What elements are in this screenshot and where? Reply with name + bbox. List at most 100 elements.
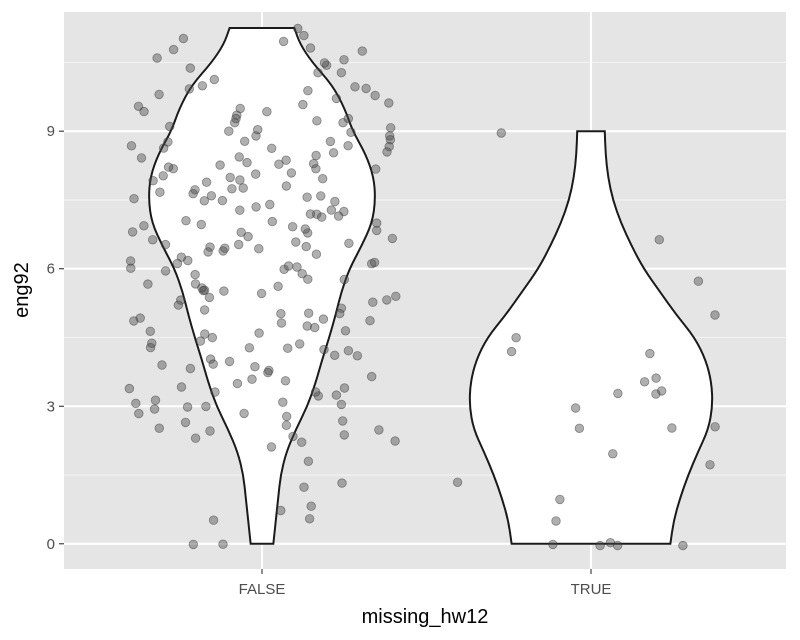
data-point: [209, 74, 220, 85]
data-point: [232, 378, 243, 389]
data-point: [135, 313, 145, 323]
data-point: [350, 82, 360, 92]
data-point: [372, 225, 382, 236]
data-point: [574, 423, 585, 434]
violin-false: [148, 27, 376, 545]
violins: [148, 27, 714, 545]
data-point: [172, 258, 183, 269]
data-point: [305, 43, 316, 53]
data-point: [605, 538, 616, 548]
data-point: [336, 399, 347, 410]
data-point: [244, 343, 255, 353]
data-point: [316, 191, 326, 201]
data-point: [330, 196, 340, 207]
data-point: [199, 305, 210, 315]
data-point: [283, 261, 294, 271]
jitter-points: [124, 23, 720, 551]
data-point: [205, 242, 215, 252]
data-point: [384, 98, 394, 108]
data-point: [705, 460, 715, 470]
data-point: [154, 423, 165, 433]
data-point: [511, 333, 521, 343]
data-point: [129, 193, 139, 204]
data-point: [613, 388, 623, 399]
data-point: [303, 456, 314, 467]
data-point: [657, 386, 667, 396]
data-point: [145, 326, 156, 337]
data-point: [147, 235, 158, 245]
data-point: [224, 356, 235, 367]
data-point: [276, 318, 287, 328]
data-point: [200, 329, 210, 339]
y-tick-label: 3: [47, 398, 55, 415]
data-point: [300, 224, 311, 234]
data-point: [215, 160, 225, 170]
data-point: [139, 221, 149, 231]
data-point: [303, 85, 313, 96]
data-point: [308, 158, 319, 169]
data-point: [274, 159, 284, 169]
data-point: [335, 308, 345, 319]
data-point: [555, 494, 565, 505]
data-point: [390, 436, 400, 446]
data-point: [343, 140, 353, 151]
data-point: [282, 411, 292, 422]
data-point: [178, 33, 189, 44]
data-point: [387, 233, 398, 244]
data-point: [678, 540, 688, 551]
data-point: [267, 143, 277, 154]
data-point: [218, 246, 228, 256]
data-point: [357, 46, 368, 56]
data-point: [143, 279, 153, 289]
data-point: [496, 128, 507, 138]
data-point: [318, 314, 329, 324]
data-point: [311, 150, 321, 161]
data-point: [254, 328, 264, 338]
data-point: [139, 106, 149, 117]
data-point: [374, 425, 384, 435]
data-point: [150, 395, 161, 405]
data-point: [250, 362, 260, 372]
data-point: [207, 332, 218, 343]
data-point: [612, 540, 623, 551]
data-point: [311, 249, 322, 259]
data-point: [331, 390, 342, 400]
data-point: [339, 274, 350, 285]
data-point: [243, 231, 253, 242]
y-tick-label: 0: [47, 536, 55, 553]
data-point: [220, 243, 230, 253]
data-point: [134, 408, 144, 419]
data-point: [352, 351, 363, 361]
data-point: [287, 221, 298, 232]
data-point: [205, 426, 215, 436]
data-point: [131, 398, 141, 409]
data-point: [330, 350, 340, 361]
data-point: [210, 387, 220, 397]
data-point: [197, 283, 207, 293]
data-point: [291, 237, 301, 247]
data-point: [251, 202, 261, 212]
violin-true: [468, 130, 714, 545]
data-point: [160, 239, 171, 250]
data-point: [256, 288, 267, 299]
data-point: [305, 209, 316, 219]
data-point: [346, 127, 356, 138]
data-point: [224, 126, 234, 136]
data-point: [263, 367, 273, 378]
data-point: [710, 310, 720, 320]
data-point: [281, 420, 292, 431]
data-point: [551, 516, 561, 526]
data-point: [337, 478, 347, 488]
x-axis: FALSE TRUE: [239, 569, 611, 598]
data-point: [302, 192, 312, 202]
data-point: [235, 175, 245, 185]
data-point: [344, 238, 354, 249]
data-point: [160, 266, 171, 276]
data-point: [182, 402, 193, 412]
data-point: [184, 84, 195, 94]
data-point: [205, 354, 216, 364]
data-point: [136, 153, 147, 163]
data-point: [326, 205, 337, 215]
data-point: [385, 135, 396, 145]
data-point: [197, 81, 208, 91]
